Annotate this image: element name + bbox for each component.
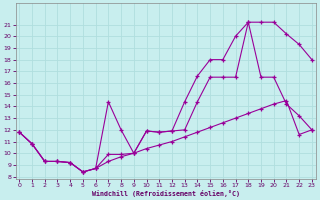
X-axis label: Windchill (Refroidissement éolien,°C): Windchill (Refroidissement éolien,°C) — [92, 190, 240, 197]
